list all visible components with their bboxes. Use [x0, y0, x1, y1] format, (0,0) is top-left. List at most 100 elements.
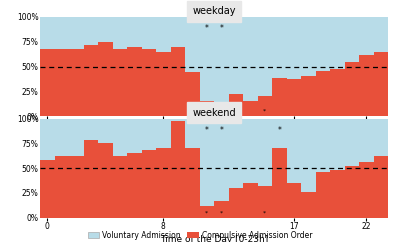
Text: *: *	[205, 126, 209, 135]
Bar	[228, 94, 243, 116]
Bar	[316, 119, 330, 172]
Bar	[286, 183, 301, 218]
Bar	[301, 17, 316, 76]
Bar	[214, 108, 228, 116]
Bar	[286, 119, 301, 183]
Bar	[243, 183, 258, 218]
Bar	[330, 119, 344, 170]
Bar	[286, 79, 301, 116]
Text: *: *	[263, 109, 266, 114]
Bar	[200, 101, 214, 116]
Bar	[316, 17, 330, 70]
Bar	[69, 156, 84, 218]
Bar	[40, 17, 54, 49]
Bar	[243, 101, 258, 116]
Text: *: *	[263, 210, 266, 215]
Bar	[330, 17, 344, 68]
Bar	[170, 17, 185, 47]
Bar	[112, 17, 127, 49]
Bar	[200, 119, 214, 206]
Legend: Voluntary Admission, Compulsive Admission Order: Voluntary Admission, Compulsive Admissio…	[85, 228, 315, 242]
Bar	[98, 143, 112, 218]
Bar	[316, 70, 330, 116]
Bar	[185, 17, 200, 72]
Bar	[54, 49, 69, 116]
Bar	[344, 166, 359, 218]
Bar	[272, 119, 286, 148]
Bar	[84, 119, 98, 140]
Bar	[214, 17, 228, 108]
Bar	[200, 206, 214, 218]
Bar	[330, 170, 344, 218]
Bar	[374, 119, 388, 156]
Bar	[127, 17, 142, 47]
Bar	[374, 17, 388, 52]
Bar	[112, 119, 127, 156]
Bar	[98, 42, 112, 116]
Bar	[359, 162, 374, 218]
Bar	[272, 17, 286, 78]
Bar	[84, 45, 98, 116]
Bar	[142, 150, 156, 218]
Bar	[170, 121, 185, 218]
Title: weekday: weekday	[192, 6, 236, 16]
Bar	[330, 68, 344, 116]
Bar	[301, 192, 316, 218]
Bar	[142, 119, 156, 150]
Bar	[344, 61, 359, 116]
Bar	[214, 119, 228, 201]
Bar	[301, 119, 316, 192]
Bar	[69, 119, 84, 156]
Bar	[374, 156, 388, 218]
Bar	[84, 17, 98, 45]
Bar	[374, 52, 388, 116]
Bar	[112, 156, 127, 218]
Text: *: *	[219, 24, 223, 33]
Bar	[185, 72, 200, 116]
Bar	[40, 49, 54, 116]
Bar	[98, 119, 112, 143]
Bar	[258, 17, 272, 96]
Title: weekend: weekend	[192, 108, 236, 118]
Bar	[40, 160, 54, 218]
Bar	[200, 17, 214, 101]
Bar	[228, 17, 243, 94]
Bar	[127, 153, 142, 218]
Bar	[286, 17, 301, 79]
Bar	[359, 119, 374, 162]
Text: *: *	[205, 210, 208, 215]
Bar	[142, 17, 156, 49]
Bar	[359, 17, 374, 55]
Bar	[112, 49, 127, 116]
Bar	[127, 119, 142, 153]
Bar	[228, 119, 243, 188]
Bar	[156, 52, 170, 116]
Bar	[316, 172, 330, 218]
Bar	[228, 188, 243, 218]
Text: *: *	[220, 109, 223, 114]
Bar	[214, 201, 228, 218]
Bar	[69, 17, 84, 49]
Bar	[156, 17, 170, 52]
Bar	[301, 76, 316, 116]
Bar	[170, 119, 185, 121]
Bar	[243, 17, 258, 101]
Bar	[258, 186, 272, 218]
Bar	[156, 148, 170, 218]
Bar	[54, 17, 69, 49]
Bar	[40, 119, 54, 160]
Text: **: **	[204, 109, 210, 114]
Bar	[127, 47, 142, 116]
Bar	[54, 156, 69, 218]
Bar	[185, 119, 200, 148]
Bar	[272, 78, 286, 116]
Bar	[142, 49, 156, 116]
Bar	[54, 119, 69, 156]
Text: *: *	[205, 24, 209, 33]
Bar	[258, 96, 272, 116]
Text: *: *	[220, 210, 223, 215]
Bar	[258, 119, 272, 186]
Bar	[156, 119, 170, 148]
Text: *: *	[277, 126, 281, 135]
Bar	[243, 119, 258, 183]
